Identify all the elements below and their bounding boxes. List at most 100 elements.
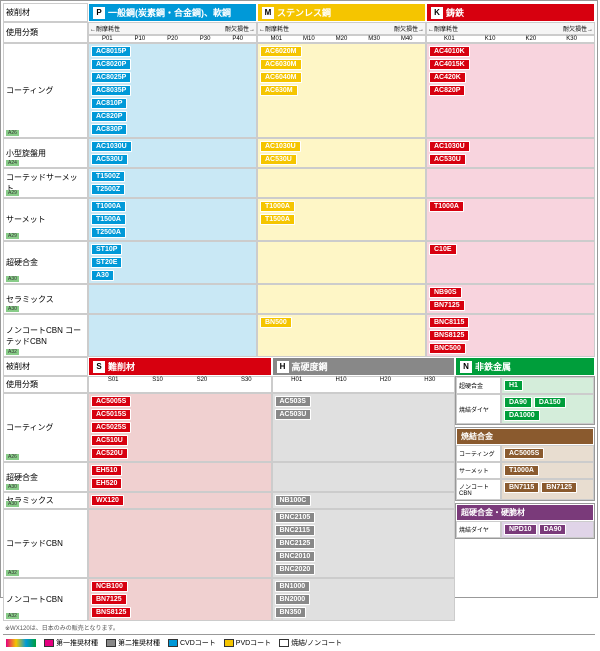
- grade-chip: AC8020P: [91, 59, 131, 70]
- side-cell: BN7115BN7125: [501, 479, 594, 500]
- grade-chip: BN7115: [504, 482, 539, 493]
- data-cell: [257, 241, 426, 284]
- data-cell: NB100C: [272, 492, 456, 509]
- grade-chip: AC520U: [91, 448, 128, 459]
- side-cell: T1000A: [501, 462, 594, 479]
- grade-chip: AC5025S: [91, 422, 131, 433]
- usage-header: 使用分類: [3, 22, 88, 43]
- legend-item: 第一推奨材種: [44, 638, 98, 648]
- side-cell: NPD10DA90: [501, 521, 594, 538]
- row-header: 小型旋盤用A24: [3, 138, 88, 168]
- side-header: 超硬合金・硬脆材: [456, 504, 594, 521]
- side-row-label: 焼結ダイヤ: [456, 394, 501, 424]
- grade-chip: WX120: [91, 495, 124, 506]
- row-header: コーティングA26: [3, 393, 88, 462]
- footnote: ※WX120は、日本のみの販売となります。: [3, 621, 595, 634]
- grade-chip: BN350: [275, 607, 307, 618]
- sub-header: ←耐摩耗性耐欠損性→: [88, 22, 257, 35]
- legend-item: 第二推奨材種: [106, 638, 160, 648]
- row-header: セラミックスA30: [3, 492, 88, 509]
- grade-chip: DA150: [534, 397, 566, 408]
- grade-chip: BNC2020: [275, 564, 316, 575]
- row-header: コーテッドCBNA32: [3, 509, 88, 578]
- side-cell: H1: [501, 377, 594, 394]
- side-panels: 超硬合金H1焼結ダイヤDA90DA150DA1000焼結合金コーティングAC50…: [455, 376, 595, 621]
- data-cell: AC1030U AC530U: [257, 138, 426, 168]
- grade-chip: AC8015P: [91, 46, 131, 57]
- row-header: サーメットA29: [3, 198, 88, 241]
- grade-chip: BNC2010: [275, 551, 316, 562]
- data-cell: [426, 168, 595, 198]
- data-cell: BNC8115BNS8125BNC500: [426, 314, 595, 357]
- grade-chip: DA90: [539, 524, 567, 535]
- col-header-M: Mステンレス鋼: [257, 3, 426, 22]
- grade-chip: T2500Z: [91, 184, 125, 195]
- grade-chip: AC4015K: [429, 59, 470, 70]
- row-header: 超硬合金A30: [3, 462, 88, 492]
- legend: 第一推奨材種第二推奨材種CVDコートPVDコート焼結/ノンコート: [3, 634, 595, 651]
- grade-chip: AC1030U: [91, 141, 132, 152]
- col-header-N: N非鉄金属: [455, 357, 595, 376]
- grade-chip: H1: [504, 380, 523, 391]
- data-cell: [257, 168, 426, 198]
- legend-item: PVDコート: [224, 638, 271, 648]
- grade-chip: AC5005S: [504, 448, 544, 459]
- grade-chip: T1000A: [260, 201, 295, 212]
- col-header-H: H高硬度鋼: [272, 357, 456, 376]
- data-cell: [257, 284, 426, 314]
- grade-chip: AC530U: [260, 154, 297, 165]
- data-cell: AC6020MAC6030MAC6040MAC630M: [257, 43, 426, 138]
- grade-chip: BN7125: [429, 300, 465, 311]
- ticks: S01S10S20S30: [88, 376, 272, 393]
- legend-item: 焼結/ノンコート: [279, 638, 342, 648]
- grade-chip: AC420K: [429, 72, 466, 83]
- grade-chip: AC8025P: [91, 72, 131, 83]
- row-header: コーティングA26: [3, 43, 88, 138]
- grade-chip: AC1030U: [260, 141, 301, 152]
- grade-chip: BN500: [260, 317, 292, 328]
- grade-chip: NB100C: [275, 495, 312, 506]
- col-header-K: K鋳鉄: [426, 3, 595, 22]
- grade-chip: BN1000: [275, 581, 311, 592]
- data-cell: C10E: [426, 241, 595, 284]
- side-row-label: 超硬合金: [456, 377, 501, 394]
- corner-header: 被削材: [3, 3, 88, 22]
- grade-chip: DA90: [504, 397, 532, 408]
- data-cell: T1000AT1500AT2500A: [88, 198, 257, 241]
- side-header: 焼結合金: [456, 428, 594, 445]
- grade-chip: NPD10: [504, 524, 537, 535]
- grade-chip: T2500A: [91, 227, 126, 238]
- grade-chip: BNC2115: [275, 525, 315, 536]
- grade-chip: AC830P: [91, 124, 127, 135]
- grade-chip: AC6030M: [260, 59, 302, 70]
- data-cell: [88, 509, 272, 578]
- grade-chip: EH520: [91, 478, 122, 489]
- data-cell: T1500Z T2500Z: [88, 168, 257, 198]
- ticks: K01K10K20K30: [426, 35, 595, 43]
- grade-chip: AC530U: [429, 154, 466, 165]
- grade-chip: T1500A: [91, 214, 126, 225]
- grade-chip: EH510: [91, 465, 122, 476]
- grade-chip: AC5005S: [91, 396, 131, 407]
- data-cell: [88, 314, 257, 357]
- side-row-label: コーティング: [456, 445, 501, 462]
- grade-chip: AC820P: [91, 111, 127, 122]
- side-row-label: サーメット: [456, 462, 501, 479]
- grade-chip: T1500A: [260, 214, 295, 225]
- data-cell: AC1030UAC530U: [426, 138, 595, 168]
- grade-chip: NCB100: [91, 581, 128, 592]
- data-cell: [272, 462, 456, 492]
- grade-chip: T1500Z: [91, 171, 125, 182]
- data-cell: NB90SBN7125: [426, 284, 595, 314]
- side-row-label: 焼結ダイヤ: [456, 521, 501, 538]
- ticks: M01M10M20M30M40: [257, 35, 426, 43]
- grade-chip: BNC2105: [275, 512, 316, 523]
- side-cell: AC5005S: [501, 445, 594, 462]
- grade-chip: ST20E: [91, 257, 122, 268]
- grade-chip: BNC8115: [429, 317, 469, 328]
- grade-chip: AC8035P: [91, 85, 131, 96]
- grade-chip: AC503U: [275, 409, 312, 420]
- grade-chip: AC820P: [429, 85, 465, 96]
- grade-chip: AC630M: [260, 85, 298, 96]
- grade-chip: BN7125: [541, 482, 577, 493]
